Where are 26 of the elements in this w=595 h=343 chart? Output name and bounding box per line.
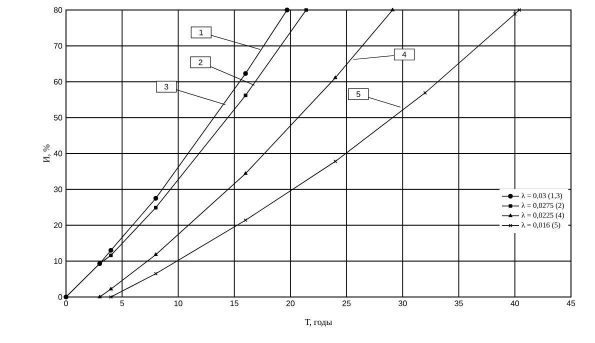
x-tick-label: 45 bbox=[566, 300, 576, 306]
x-axis-title: Т, годы bbox=[304, 319, 332, 327]
annotation: 1 bbox=[200, 30, 203, 36]
x-tick-label: 5 bbox=[120, 300, 124, 306]
y-tick-label: 80 bbox=[54, 7, 62, 13]
y-axis-title: И, % bbox=[43, 144, 51, 162]
x-tick-label: 10 bbox=[174, 300, 182, 306]
annotation: 4 bbox=[402, 52, 406, 58]
annotation: 3 bbox=[164, 84, 168, 90]
y-tick-label: 20 bbox=[54, 222, 62, 228]
x-tick-label: 30 bbox=[398, 300, 407, 306]
y-tick-label: 10 bbox=[54, 258, 62, 264]
y-tick-label: 30 bbox=[54, 186, 62, 192]
x-tick-label: 20 bbox=[286, 300, 295, 306]
y-tick-label: 50 bbox=[54, 114, 62, 120]
y-tick-label: 60 bbox=[54, 78, 62, 85]
x-tick-label: 25 bbox=[342, 300, 351, 306]
y-tick-label: 0 bbox=[58, 294, 62, 300]
x-tick-label: 0 bbox=[64, 300, 68, 306]
x-tick-label: 15 bbox=[230, 300, 238, 306]
annotation: 2 bbox=[198, 60, 202, 66]
y-tick-label: 40 bbox=[54, 150, 62, 156]
x-tick-label: 40 bbox=[510, 300, 520, 306]
y-tick-label: 70 bbox=[54, 43, 62, 49]
annotation: 5 bbox=[356, 91, 360, 98]
x-tick-label: 35 bbox=[454, 300, 463, 306]
